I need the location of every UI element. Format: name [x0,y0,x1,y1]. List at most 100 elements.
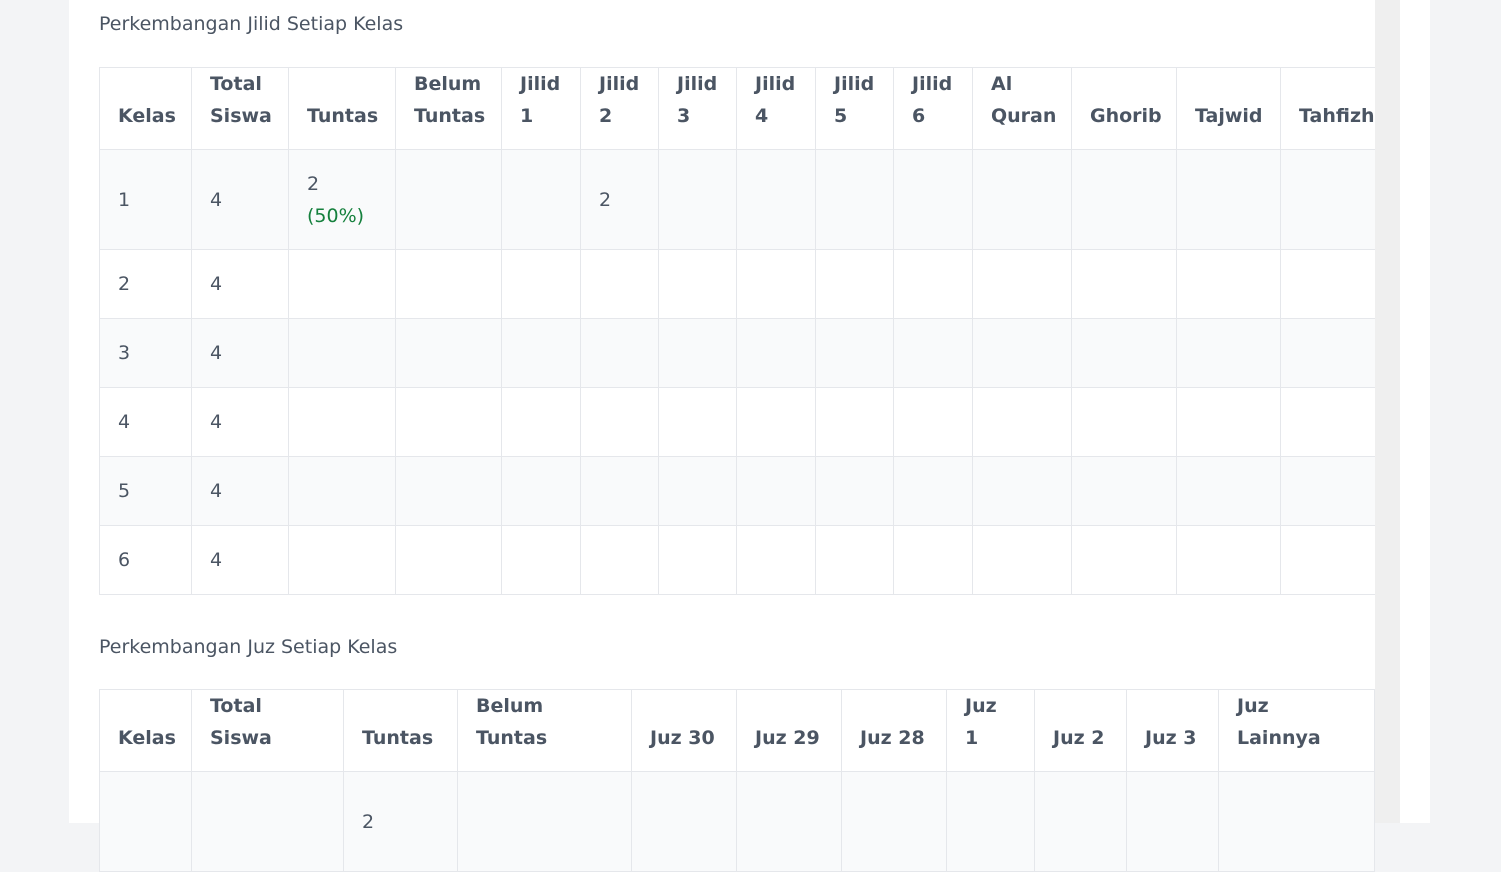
table-cell [395,456,502,526]
table-cell [893,387,973,457]
table-cell [1071,149,1177,250]
table-cell [815,149,894,250]
table-cell: 4 [191,249,289,319]
table-cell: 5 [99,456,192,526]
column-header: Jilid 4 [736,67,816,150]
table-cell [1176,387,1281,457]
cell-value: 2 [362,810,375,833]
table-cell [288,456,396,526]
table-cell [1071,249,1177,319]
table-cell [288,318,396,388]
table-cell [658,456,737,526]
table-cell: 2 [99,249,192,319]
table-cell [1280,525,1375,595]
table-cell [501,525,581,595]
table-head: Kelas Total Siswa Tuntas Belum Tuntas Juz 30… [99,689,1375,772]
table-cell [1218,771,1375,872]
table-cell [972,387,1072,457]
section-title: Perkembangan Jilid Setiap Kelas [99,13,404,35]
table-cell [893,456,973,526]
cell-value: 2 [307,172,320,195]
table-cell [501,149,581,250]
column-header: Juz 1 [946,689,1035,772]
table-cell [395,387,502,457]
table-cell [580,387,659,457]
table-cell [1280,456,1375,526]
table-cell [1280,249,1375,319]
table-cell [1071,525,1177,595]
table-cell [395,318,502,388]
data-table: Kelas Total Siswa Tuntas Belum Tuntas Juz 30… [99,689,1375,872]
table-cell [288,525,396,595]
header-row: Kelas Total Siswa Tuntas Belum Tuntas Juz 30… [99,689,1375,772]
table-cell [972,249,1072,319]
column-header: Jilid 5 [815,67,894,150]
table-cell: 4 [191,525,289,595]
table-cell [893,149,973,250]
header-row: Kelas Total Siswa Tuntas Belum Tuntas Jilid … [99,67,1375,150]
cell-percent: (50%) [307,204,365,227]
table-cell [1176,456,1281,526]
table-cell [658,149,737,250]
section-title: Perkembangan Juz Setiap Kelas [99,636,398,658]
column-header: Juz 2 [1034,689,1127,772]
table-cell: 6 [99,525,192,595]
table-cell [736,771,842,872]
column-header: Jilid 3 [658,67,737,150]
table-cell [1176,249,1281,319]
table-cell [736,249,816,319]
table-cell [893,525,973,595]
column-header: Tuntas [343,689,458,772]
table-cell [893,249,973,319]
table-cell [736,456,816,526]
table-cell [815,525,894,595]
table-row: 1 4 2 (50%) 2 [99,149,1375,250]
data-table: Kelas Total Siswa Tuntas Belum Tuntas Jilid … [99,67,1375,595]
table-cell [1126,771,1219,872]
table-cell [972,525,1072,595]
table-cell [99,771,192,872]
table-cell [1176,318,1281,388]
table-cell [815,249,894,319]
table-cell [580,318,659,388]
column-header: Tajwid [1176,67,1281,150]
table-cell [395,249,502,319]
table-cell [580,249,659,319]
table-cell [1071,456,1177,526]
column-header: Total Siswa [191,689,344,772]
column-header: Kelas [99,67,192,150]
table-cell [736,149,816,250]
table-cell [580,456,659,526]
column-header: Belum Tuntas [457,689,632,772]
column-header: Kelas [99,689,192,772]
table-cell [658,387,737,457]
table-cell [501,387,581,457]
column-header: Tahfizh [1280,67,1375,150]
table-cell [658,525,737,595]
table-cell [1071,318,1177,388]
table-cell [1176,525,1281,595]
table-cell [457,771,632,872]
table-cell [501,249,581,319]
table-cell [815,387,894,457]
table-cell [972,318,1072,388]
table-cell [736,525,816,595]
table-cell [191,771,344,872]
table-cell [972,149,1072,250]
panel: Perkembangan Jilid Setiap Kelas Kelas Tota… [69,0,1430,872]
table-row: 2 [99,771,1375,872]
table-cell: 3 [99,318,192,388]
column-header: Jilid 6 [893,67,973,150]
table-cell [580,525,659,595]
column-header: Juz 28 [841,689,947,772]
table-cell [501,318,581,388]
scrollbar [1375,0,1400,823]
column-header: Jilid 2 [580,67,659,150]
table-cell [1034,771,1127,872]
table-cell [946,771,1035,872]
table-cell: 4 [191,318,289,388]
table-cell [501,456,581,526]
